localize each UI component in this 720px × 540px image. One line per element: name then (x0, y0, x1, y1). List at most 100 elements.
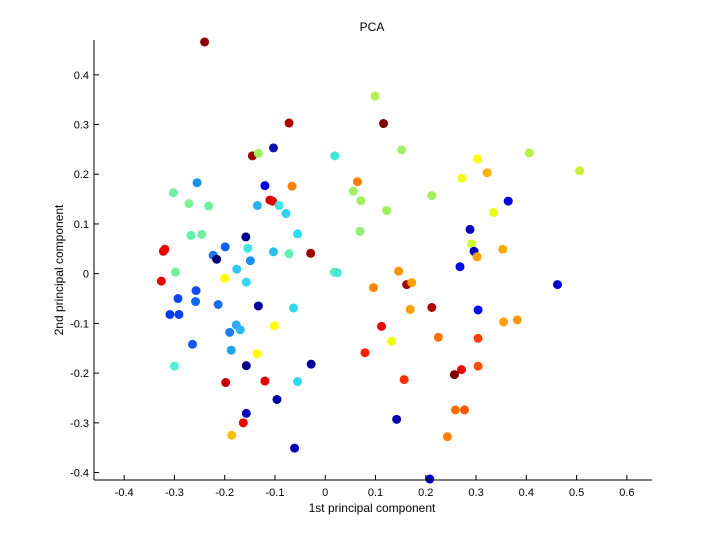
scatter-point (235, 325, 245, 335)
scatter-point (498, 244, 508, 254)
scatter-point (268, 247, 278, 257)
x-tick-label: 0.1 (368, 487, 383, 499)
scatter-point (252, 201, 262, 211)
scatter-point (269, 321, 279, 331)
scatter-point (356, 196, 366, 206)
scatter-point (306, 359, 316, 369)
scatter-point (241, 361, 251, 371)
x-tick-label: -0.3 (165, 487, 184, 499)
scatter-point (473, 305, 483, 315)
scatter-point (191, 286, 201, 296)
scatter-point (370, 91, 380, 101)
scatter-point (459, 405, 469, 415)
scatter-point (399, 375, 409, 385)
x-tick-label: 0.3 (468, 487, 483, 499)
scatter-point (170, 267, 180, 277)
scatter-point (427, 302, 437, 312)
scatter-point (407, 278, 417, 288)
scatter-point (267, 196, 277, 206)
scatter-point (200, 37, 210, 47)
scatter-point (449, 370, 459, 380)
scatter-point (290, 443, 300, 453)
scatter-point (467, 239, 477, 249)
scatter-point (197, 229, 207, 239)
scatter-point (405, 304, 415, 314)
x-tick-label: 0.4 (519, 487, 534, 499)
scatter-point (245, 256, 255, 266)
scatter-point (377, 321, 387, 331)
scatter-point (473, 154, 483, 164)
scatter-point (253, 148, 263, 158)
data-points (156, 37, 585, 484)
scatter-point (232, 264, 242, 274)
scatter-point (293, 229, 303, 239)
scatter-point (355, 226, 365, 236)
scatter-point (252, 349, 262, 359)
scatter-point (173, 294, 183, 304)
scatter-point (191, 297, 201, 307)
y-tick-label: 0.1 (74, 219, 89, 231)
y-tick-label: -0.4 (70, 468, 89, 480)
scatter-point (169, 361, 179, 371)
y-tick-label: -0.2 (70, 368, 89, 380)
scatter-point (392, 414, 402, 424)
scatter-point (457, 173, 467, 183)
y-axis-label: 2nd principal component (52, 204, 66, 335)
scatter-point (473, 361, 483, 371)
scatter-point (221, 378, 231, 388)
scatter-point (174, 309, 184, 319)
scatter-point (186, 230, 196, 240)
scatter-point (241, 277, 251, 287)
scatter-point (352, 177, 362, 187)
scatter-point (238, 418, 248, 428)
scatter-point (472, 252, 482, 262)
scatter-point (168, 188, 178, 198)
scatter-point (260, 376, 270, 386)
scatter-point (284, 118, 294, 128)
scatter-point (332, 268, 342, 278)
scatter-point (289, 303, 299, 313)
scatter-point (165, 309, 175, 319)
scatter-point (220, 273, 230, 283)
scatter-point (241, 408, 251, 418)
chart-title: PCA (360, 20, 385, 34)
scatter-point (455, 262, 465, 272)
y-tick-label: 0.2 (74, 169, 89, 181)
scatter-point (160, 244, 170, 254)
scatter-point (482, 168, 492, 178)
y-axis-ticks: -0.4 -0.3 -0.2 -0.1 0 0.1 0.2 0.3 0.4 (70, 70, 99, 480)
scatter-point (465, 224, 475, 234)
scatter-point (226, 345, 236, 355)
scatter-point (253, 301, 263, 311)
scatter-point (348, 186, 358, 196)
scatter-point (274, 201, 284, 211)
scatter-point (379, 119, 389, 129)
y-tick-label: -0.3 (70, 418, 89, 430)
scatter-point (156, 276, 166, 286)
scatter-point (293, 377, 303, 387)
scatter-point (552, 280, 562, 290)
scatter-point (287, 181, 297, 191)
scatter-point (212, 254, 222, 264)
scatter-point (284, 249, 294, 259)
scatter-point (382, 206, 392, 216)
scatter-point (360, 348, 370, 358)
scatter-point (241, 232, 251, 242)
y-tick-label: 0.4 (74, 70, 89, 82)
y-tick-label: 0.3 (74, 120, 89, 132)
scatter-point (425, 474, 435, 484)
scatter-point (192, 178, 202, 188)
scatter-point (225, 327, 235, 337)
x-tick-label: -0.4 (115, 487, 134, 499)
scatter-point (433, 332, 443, 342)
y-tick-label: 0 (83, 269, 89, 281)
x-tick-label: -0.2 (215, 487, 234, 499)
scatter-point (442, 432, 452, 442)
x-axis-label: 1st principal component (309, 501, 436, 515)
scatter-point (188, 339, 198, 349)
scatter-point (512, 315, 522, 325)
scatter-point (499, 317, 509, 327)
scatter-point (213, 299, 223, 309)
scatter-point (369, 283, 379, 293)
x-axis-ticks: -0.4 -0.3 -0.2 -0.1 0 0.1 0.2 0.3 0.4 0.5 0.6 (115, 475, 635, 499)
